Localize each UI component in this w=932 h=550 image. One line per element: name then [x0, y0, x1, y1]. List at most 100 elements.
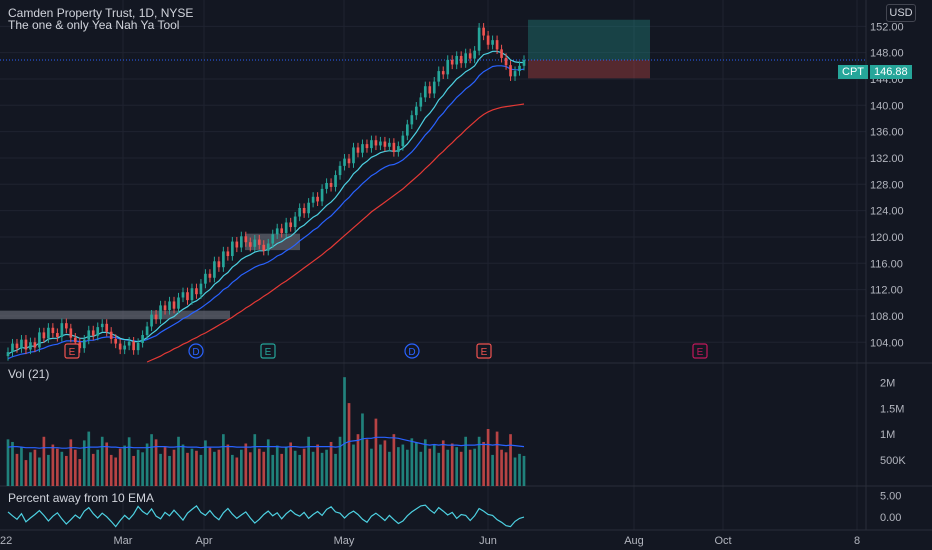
candle [302, 207, 306, 214]
volume-bar [253, 434, 257, 486]
candle [172, 301, 176, 309]
time-tick-label: May [334, 535, 355, 547]
candle [186, 292, 189, 301]
candle [82, 339, 86, 349]
percent-tick-label: 5.00 [880, 491, 901, 503]
volume-bar [150, 434, 153, 486]
candle [486, 35, 490, 45]
volume-bar [114, 457, 118, 486]
candle [56, 333, 59, 337]
currency-button[interactable]: USD [886, 4, 916, 22]
volume-bar [473, 448, 476, 486]
candle [222, 251, 225, 268]
volume-bar [226, 444, 230, 486]
volume-tick-label: 1M [880, 429, 895, 441]
candle [320, 188, 324, 202]
volume-bar [231, 454, 234, 486]
volume-bar [181, 444, 185, 486]
volume-bar [370, 448, 373, 486]
candle [459, 55, 463, 64]
candle [500, 49, 503, 58]
volume-bar [293, 450, 297, 486]
time-tick-label: 2022 [0, 535, 12, 547]
volume-bar [423, 439, 427, 486]
candle [47, 327, 50, 339]
volume-bar [509, 434, 512, 486]
volume-bar [432, 444, 436, 486]
candle [419, 97, 423, 107]
candle [298, 207, 301, 217]
candle [432, 81, 436, 94]
volume-bar [464, 436, 468, 486]
candle [406, 124, 409, 136]
volume-bar [195, 450, 198, 486]
volume-bar [289, 442, 293, 486]
ema-mid-line [7, 65, 525, 360]
candle [91, 330, 95, 336]
volume-bar [64, 455, 68, 486]
candle [509, 65, 512, 77]
volume-bar [73, 449, 77, 486]
candle [414, 106, 418, 116]
candle [325, 182, 328, 189]
marker-label: E [69, 347, 76, 358]
volume-bar [311, 451, 315, 486]
volume-bar [379, 444, 382, 486]
candle [289, 222, 293, 228]
candle [522, 60, 526, 66]
price-tick-label: 108.00 [870, 311, 904, 323]
volume-bar [141, 452, 144, 486]
candle [87, 330, 91, 340]
volume-bar [266, 439, 270, 486]
volume-bar [275, 445, 279, 486]
volume-bar [248, 452, 252, 486]
candle [275, 228, 279, 235]
volume-bar [69, 439, 73, 486]
price-tick-label: 124.00 [870, 206, 904, 218]
candle [388, 142, 391, 147]
candle [293, 216, 297, 228]
candle [428, 86, 432, 94]
volume-bar [388, 451, 391, 486]
volume-bar [361, 413, 364, 486]
candle [347, 158, 351, 164]
volume-bar [343, 377, 346, 486]
volume-pane-label: Vol (21) [8, 367, 50, 381]
volume-bar [159, 453, 162, 486]
candle [482, 27, 485, 36]
candle [33, 342, 37, 348]
candle [464, 53, 468, 64]
volume-bar [208, 447, 212, 486]
candle [181, 292, 185, 298]
volume-bar [356, 434, 360, 486]
volume-bar [136, 449, 140, 486]
time-tick-label: Aug [624, 535, 644, 547]
volume-bar [96, 449, 100, 486]
earnings-marker [476, 343, 492, 359]
candle [401, 135, 405, 147]
volume-bar [446, 449, 450, 486]
candle [69, 328, 73, 338]
volume-bar [307, 436, 310, 486]
volume-bar [239, 449, 243, 486]
candle [226, 251, 230, 257]
candle [374, 140, 378, 146]
volume-bar [374, 418, 378, 486]
candle [235, 241, 239, 248]
candle [410, 115, 414, 125]
volume-bar [437, 452, 441, 486]
candle [311, 196, 315, 203]
candle [190, 288, 194, 301]
volume-bar [334, 453, 337, 486]
volume-bar [154, 439, 158, 486]
price-tick-label: 152.00 [870, 21, 904, 33]
candle [136, 342, 140, 351]
volume-bar [29, 452, 32, 486]
candle [437, 71, 441, 82]
candle [60, 323, 64, 337]
candle [154, 314, 158, 320]
volume-bar [20, 447, 23, 486]
candle [423, 86, 427, 98]
chart-title: Camden Property Trust, 1D, NYSE [8, 6, 194, 20]
